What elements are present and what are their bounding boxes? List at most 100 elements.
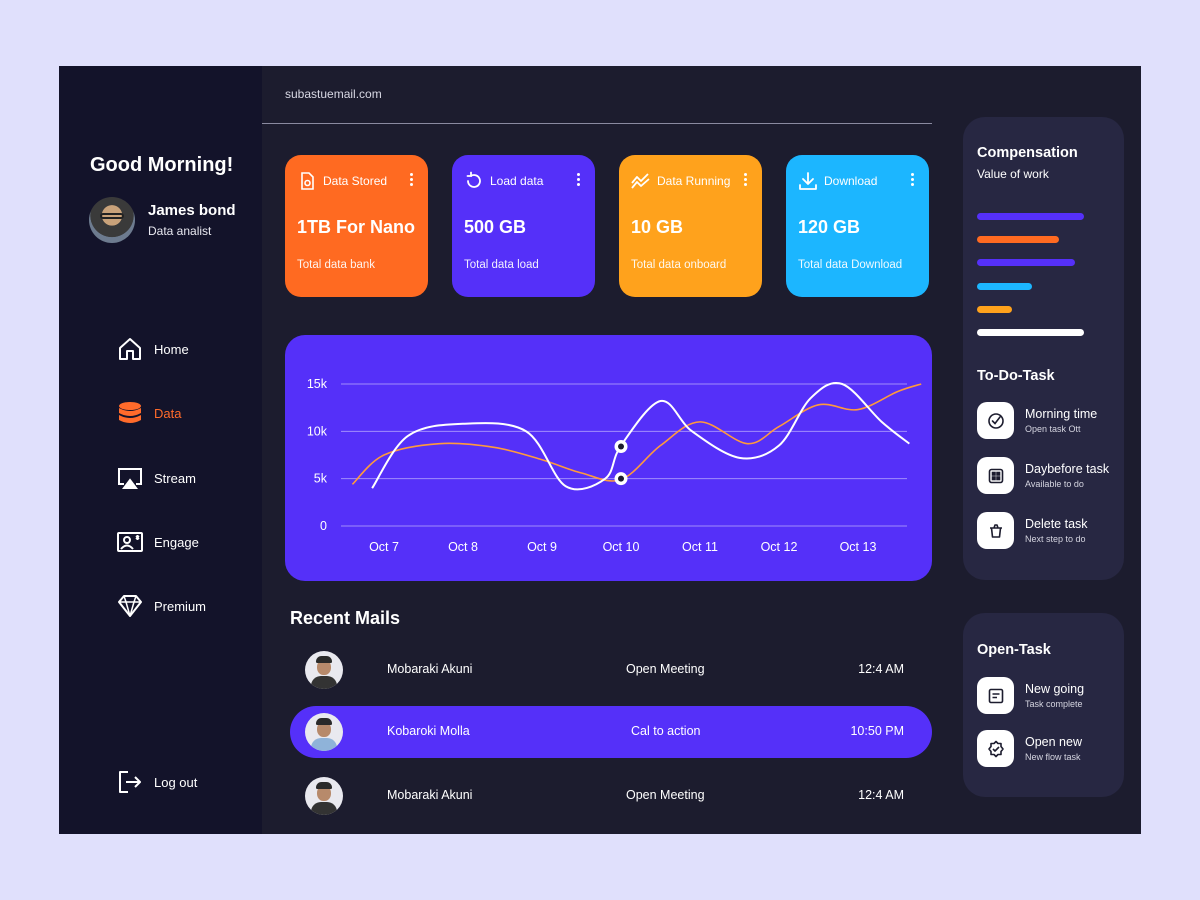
compensation-bar (977, 305, 1013, 313)
more-icon[interactable] (410, 173, 414, 186)
stat-card-data-stored[interactable]: Data Stored 1TB For Nano Total data bank (285, 155, 428, 297)
y-tick-label: 0 (320, 519, 327, 533)
compensation-bar (977, 213, 1084, 220)
compensation-bar (977, 329, 1084, 336)
download-icon (799, 172, 817, 190)
todo-item-morning-time[interactable]: Morning time Open task Ott (977, 402, 1097, 439)
refresh-icon (466, 171, 481, 188)
trend-icon (631, 173, 650, 189)
card-title: Download (824, 174, 878, 188)
mail-time: 12:4 AM (858, 788, 904, 802)
card-title: Load data (490, 174, 544, 188)
stat-card-data-running[interactable]: Data Running 10 GB Total data onboard (619, 155, 762, 297)
compensation-bar (977, 259, 1076, 267)
task-subtitle: Task complete (1025, 699, 1083, 709)
check-circle-icon (987, 412, 1004, 429)
x-tick-label: Oct 8 (448, 540, 478, 554)
task-title: Open new (1025, 735, 1082, 749)
card-value: 1TB For Nano (297, 217, 416, 237)
grid-icon (988, 468, 1003, 483)
user-name: James bond (148, 202, 236, 219)
mail-row[interactable]: Mobaraki Akuni Open Meeting 12:4 AM (290, 644, 932, 696)
stat-card-load-data[interactable]: Load data 500 GB Total data load (452, 155, 595, 297)
card-value: 10 GB (631, 217, 684, 237)
task-subtitle: Available to do (1025, 479, 1084, 489)
header-divider (262, 123, 932, 124)
todo-item-daybefore-task[interactable]: Daybefore task Available to do (977, 457, 1109, 494)
sidebar-item-stream[interactable]: Stream (116, 463, 196, 493)
mail-subject: Open Meeting (626, 662, 705, 676)
app-window: Good Morning! James bond Data analist Ho… (59, 66, 1141, 834)
sidebar-item-label: Home (154, 341, 189, 357)
avatar (305, 713, 343, 751)
logout-label: Log out (154, 774, 198, 790)
card-title: Data Stored (323, 174, 388, 188)
compensation-panel: Compensation Value of work To-Do-Task Mo… (963, 117, 1124, 580)
data-chart: 15k 10k 5k 0 Oct 7 Oct 8 Oct 9 Oct 10 Oct 11 Oct … (285, 335, 932, 581)
greeting: Good Morning! (90, 154, 234, 176)
more-icon[interactable] (911, 173, 915, 186)
card-subtitle: Total data load (464, 259, 539, 271)
series-line-white (371, 382, 910, 491)
card-value: 500 GB (464, 217, 527, 237)
home-icon (119, 338, 141, 360)
card-subtitle: Total data onboard (631, 259, 727, 271)
x-tick-label: Oct 12 (761, 540, 798, 554)
database-icon (119, 402, 141, 423)
user-email: subastuemail.com (285, 87, 382, 101)
sidebar-item-label: Stream (154, 470, 196, 486)
card-value: 120 GB (798, 217, 861, 237)
user-role: Data analist (148, 224, 212, 238)
mail-sender: Kobaroki Molla (387, 724, 470, 738)
more-icon[interactable] (577, 173, 581, 186)
open-task-item-new-going[interactable]: New going Task complete (977, 677, 1084, 714)
task-title: Delete task (1025, 517, 1088, 531)
sidebar-item-label: Premium (154, 598, 207, 614)
mail-subject: Cal to action (631, 724, 701, 738)
todo-title: To-Do-Task (977, 368, 1055, 384)
note-icon (988, 688, 1003, 703)
mail-sender: Mobaraki Akuni (387, 788, 473, 802)
open-task-item-open-new[interactable]: Open new New flow task (977, 730, 1082, 767)
sidebar-item-home[interactable]: Home (116, 334, 189, 364)
task-title: Daybefore task (1025, 462, 1110, 476)
card-subtitle: Total data Download (798, 259, 903, 271)
card-subtitle: Total data bank (297, 259, 376, 271)
task-subtitle: New flow task (1025, 752, 1081, 762)
stat-card-download[interactable]: Download 120 GB Total data Download (786, 155, 929, 297)
open-task-title: Open-Task (977, 642, 1051, 658)
series-line-orange (351, 383, 922, 485)
sidebar-item-data[interactable]: Data (116, 398, 181, 428)
user-card-icon (117, 532, 143, 552)
logout-button[interactable]: Log out (116, 767, 197, 797)
mail-time: 10:50 PM (850, 724, 904, 738)
sidebar-item-label: Data (154, 405, 182, 421)
compensation-bar (977, 236, 1060, 244)
y-tick-label: 15k (307, 377, 328, 391)
mail-row[interactable]: Kobaroki Molla Cal to action 10:50 PM (290, 706, 932, 758)
x-tick-label: Oct 9 (527, 540, 557, 554)
compensation-subtitle: Value of work (977, 167, 1049, 181)
mail-sender: Mobaraki Akuni (387, 662, 473, 676)
compensation-bar (977, 282, 1032, 290)
avatar (305, 651, 343, 689)
todo-item-delete-task[interactable]: Delete task Next step to do (977, 512, 1088, 549)
diamond-icon (118, 595, 142, 617)
y-tick-label: 5k (314, 472, 328, 486)
sidebar-item-label: Engage (154, 534, 199, 550)
x-tick-label: Oct 10 (603, 540, 640, 554)
sidebar-item-engage[interactable]: Engage (116, 527, 199, 557)
avatar[interactable] (89, 197, 135, 243)
task-subtitle: Open task Ott (1025, 424, 1081, 434)
mail-row[interactable]: Mobaraki Akuni Open Meeting 12:4 AM (290, 770, 932, 822)
line-chart: 15k 10k 5k 0 Oct 7 Oct 8 Oct 9 Oct 10 Oct 11 Oct … (307, 377, 922, 554)
sidebar-item-premium[interactable]: Premium (116, 591, 206, 621)
mail-subject: Open Meeting (626, 788, 705, 802)
recent-mails-title: Recent Mails (290, 608, 401, 628)
data-point-marker-dot (618, 443, 624, 450)
x-tick-label: Oct 13 (840, 540, 877, 554)
more-icon[interactable] (744, 173, 748, 186)
file-icon (301, 172, 314, 190)
x-tick-label: Oct 7 (369, 540, 399, 554)
card-title: Data Running (657, 174, 731, 188)
